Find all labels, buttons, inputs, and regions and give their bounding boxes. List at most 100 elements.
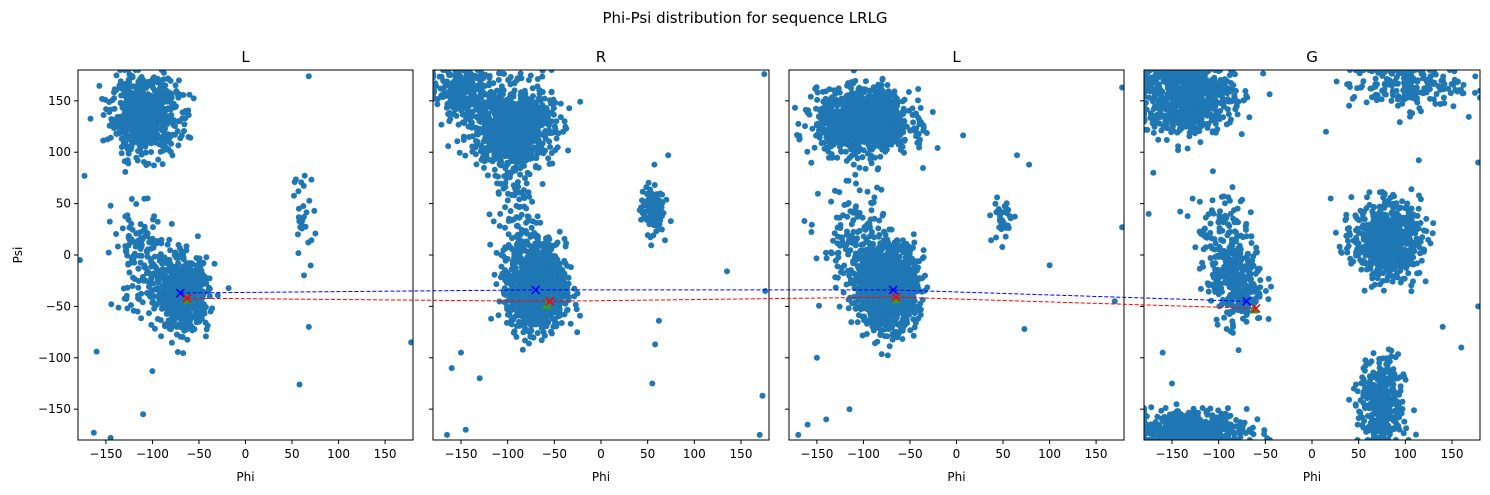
scatter-point: [495, 312, 502, 319]
scatter-point: [171, 318, 177, 325]
scatter-point: [516, 318, 522, 325]
scatter-point: [515, 106, 522, 113]
scatter-point: [487, 241, 494, 248]
scatter-point: [653, 228, 660, 235]
scatter-point: [486, 80, 493, 87]
scatter-point: [558, 320, 565, 326]
scatter-point: [163, 119, 169, 126]
scatter-point: [462, 152, 469, 159]
scatter-point: [571, 285, 578, 292]
scatter-point: [497, 101, 504, 108]
scatter-point: [522, 175, 528, 182]
scatter-point: [118, 92, 125, 99]
scatter-point: [163, 259, 170, 266]
scatter-point: [556, 228, 563, 235]
scatter-point: [127, 83, 134, 90]
scatter-point: [552, 253, 559, 260]
scatter-point: [151, 137, 158, 144]
scatter-point: [655, 317, 662, 324]
scatter-point: [528, 224, 535, 231]
x-tick-label: −150: [445, 447, 478, 461]
scatter-point: [509, 246, 516, 253]
scatter-point: [474, 113, 481, 120]
scatter-point: [135, 292, 142, 299]
scatter-point: [473, 84, 480, 90]
scatter-point: [106, 99, 113, 105]
scatter-point: [804, 148, 811, 155]
scatter-point: [724, 268, 730, 275]
scatter-point: [504, 101, 511, 108]
scatter-point: [534, 83, 541, 90]
scatter-point: [497, 180, 504, 187]
scatter-point: [165, 275, 172, 282]
scatter-point: [546, 122, 552, 129]
scatter-point: [813, 132, 820, 139]
scatter-point: [184, 311, 191, 318]
x-tick-label: −100: [491, 447, 524, 461]
scatter-point: [539, 181, 546, 187]
scatter-point: [104, 136, 111, 143]
scatter-point: [169, 306, 175, 313]
scatter-point: [516, 290, 523, 297]
scatter-point: [168, 294, 175, 301]
scatter-point: [795, 120, 802, 127]
scatter-point: [162, 125, 168, 132]
scatter-point: [144, 253, 151, 260]
scatter-point: [135, 265, 142, 272]
scatter-point: [499, 118, 505, 125]
scatter-point: [567, 320, 574, 327]
scatter-point: [458, 349, 464, 356]
scatter-point: [665, 152, 672, 159]
scatter-point: [491, 271, 498, 278]
scatter-point: [543, 246, 549, 253]
x-tick-label: 50: [640, 447, 655, 461]
scatter-point: [908, 127, 915, 134]
scatter-point: [571, 293, 578, 300]
scatter-point: [547, 97, 553, 104]
scatter-point: [518, 99, 525, 106]
scatter-point: [514, 136, 521, 143]
scatter-point: [301, 272, 307, 279]
scatter-point: [639, 210, 646, 216]
scatter-point: [648, 242, 655, 249]
scatter-point: [123, 134, 130, 141]
scatter-point: [503, 175, 510, 181]
scatter-point: [164, 146, 171, 153]
scatter-point: [133, 201, 140, 207]
scatter-point: [474, 128, 481, 135]
scatter-point: [447, 116, 454, 122]
scatter-point: [539, 70, 546, 74]
scatter-point: [157, 317, 164, 324]
scatter-point: [149, 299, 156, 306]
scatter-point: [481, 115, 488, 122]
scatter-point: [152, 240, 159, 247]
scatter-point: [504, 256, 511, 262]
scatter-point: [306, 197, 313, 204]
scatter-point: [193, 315, 200, 322]
scatter-point: [308, 176, 315, 183]
scatter-point: [187, 281, 194, 288]
scatter-point: [504, 197, 511, 204]
scatter-point: [518, 142, 525, 149]
scatter-point: [487, 96, 494, 103]
scatter-point: [813, 84, 820, 91]
scatter-point: [128, 196, 135, 202]
scatter-point: [481, 164, 487, 171]
scatter-point: [503, 319, 510, 326]
scatter-point: [533, 155, 540, 162]
scatter-point: [186, 91, 193, 98]
scatter-point: [440, 70, 447, 73]
scatter-point: [477, 104, 484, 110]
scatter-point: [556, 306, 563, 313]
scatter-point: [464, 72, 471, 78]
scatter-point: [124, 100, 131, 107]
scatter-point: [170, 131, 176, 138]
x-tick-label: −100: [136, 447, 169, 461]
scatter-point: [818, 140, 825, 147]
scatter-point: [159, 296, 166, 302]
scatter-point: [915, 86, 922, 92]
scatter-point: [521, 240, 528, 247]
scatter-point: [913, 125, 920, 132]
scatter-point: [128, 254, 135, 261]
x-tick-label: 100: [327, 447, 350, 461]
